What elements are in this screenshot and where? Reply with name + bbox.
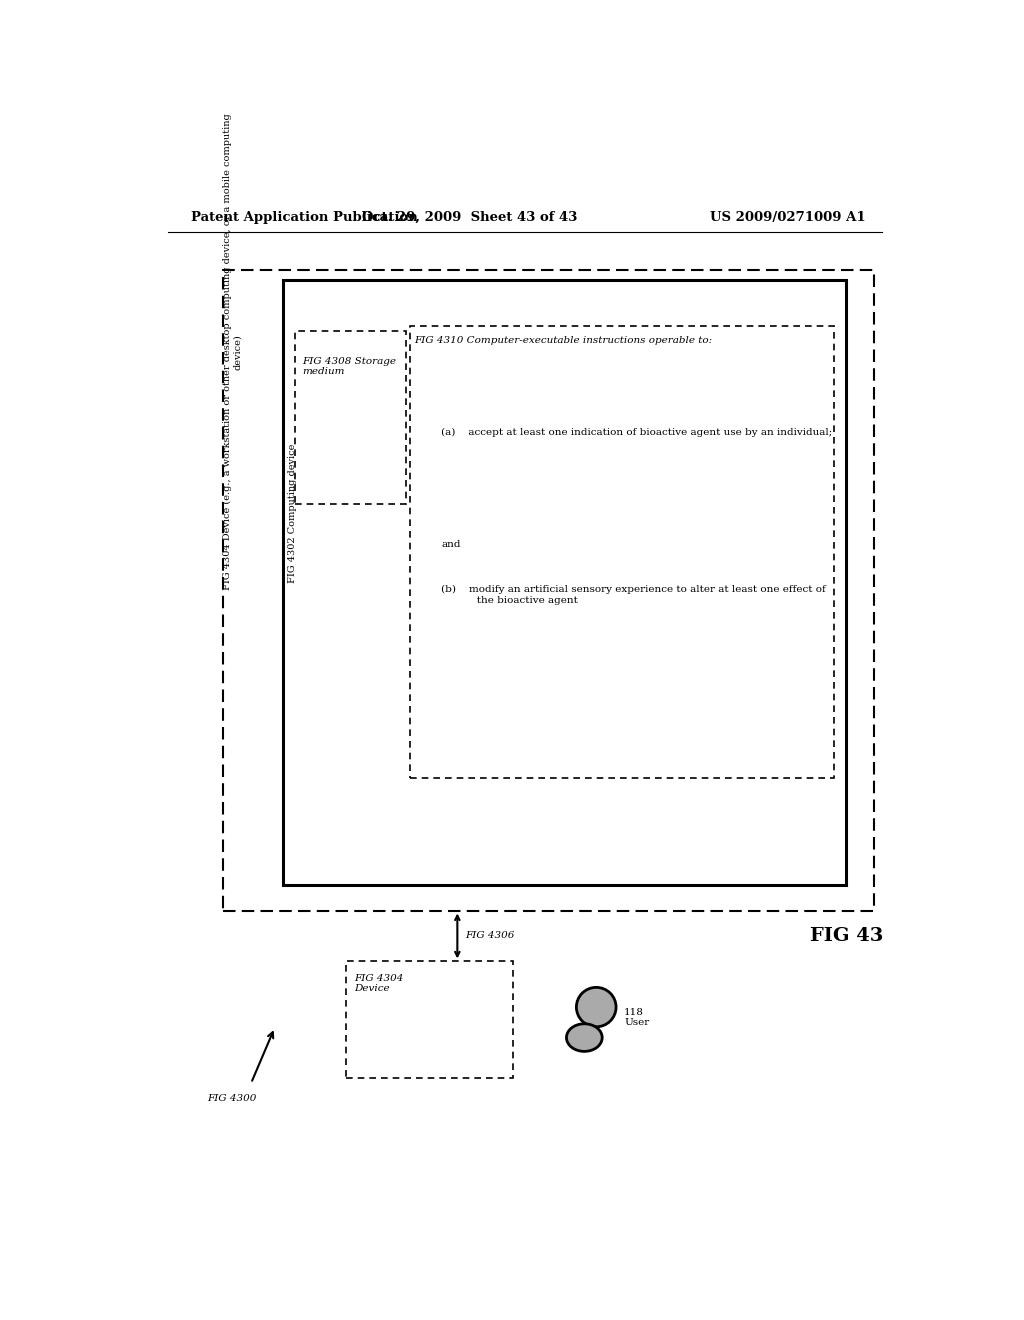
- Text: (a)    accept at least one indication of bioactive agent use by an individual;: (a) accept at least one indication of bi…: [441, 428, 833, 437]
- Text: FIG 4310 Computer-executable instructions operable to:: FIG 4310 Computer-executable instruction…: [414, 337, 712, 346]
- Text: (b)    modify an artificial sensory experience to alter at least one effect of
 : (b) modify an artificial sensory experie…: [441, 585, 826, 605]
- Text: Patent Application Publication: Patent Application Publication: [191, 211, 418, 224]
- Text: FIG 43: FIG 43: [811, 927, 884, 945]
- Ellipse shape: [577, 987, 616, 1027]
- Text: FIG 4304 Device (e.g., a workstation or other desktop computing device, or a mob: FIG 4304 Device (e.g., a workstation or …: [223, 114, 243, 590]
- Bar: [223, 271, 873, 911]
- Text: Oct. 29, 2009  Sheet 43 of 43: Oct. 29, 2009 Sheet 43 of 43: [361, 211, 577, 224]
- Text: FIG 4300: FIG 4300: [207, 1094, 257, 1104]
- Text: and: and: [441, 540, 461, 549]
- Text: US 2009/0271009 A1: US 2009/0271009 A1: [711, 211, 866, 224]
- Bar: [346, 961, 513, 1078]
- Bar: [410, 326, 835, 779]
- Ellipse shape: [566, 1024, 602, 1052]
- Text: FIG 4302 Computing device: FIG 4302 Computing device: [288, 444, 297, 582]
- Text: FIG 4304
Device: FIG 4304 Device: [354, 974, 403, 993]
- Bar: [295, 331, 406, 504]
- Text: FIG 4306: FIG 4306: [465, 932, 515, 940]
- Text: 118
User: 118 User: [624, 1007, 649, 1027]
- Bar: [283, 280, 846, 886]
- Text: FIG 4308 Storage
medium: FIG 4308 Storage medium: [303, 356, 396, 376]
